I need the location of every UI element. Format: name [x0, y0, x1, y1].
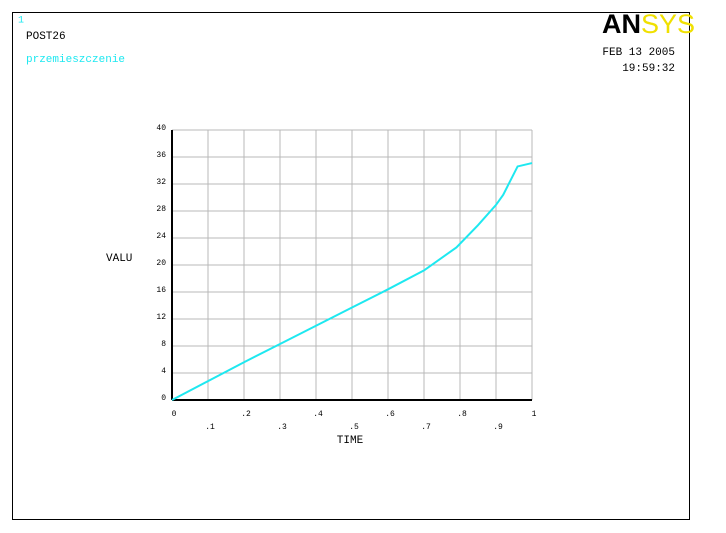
- x-tick-label: .7: [421, 423, 431, 432]
- x-tick-label: .2: [241, 410, 251, 419]
- x-tick-label: .5: [349, 423, 359, 432]
- y-tick-label: 32: [156, 178, 166, 187]
- y-tick-label: 20: [156, 259, 166, 268]
- x-tick-label: .9: [493, 423, 503, 432]
- x-axis-label: TIME: [337, 435, 364, 447]
- y-tick-label: 28: [156, 205, 166, 214]
- y-axis-label: VALU: [106, 253, 132, 265]
- x-tick-label: .3: [277, 423, 287, 432]
- data-line: [171, 162, 533, 401]
- x-tick-label: 0: [172, 410, 177, 419]
- time: 19:59:32: [622, 63, 675, 75]
- logo-left: AN: [602, 9, 641, 39]
- y-tick-label: 40: [156, 124, 166, 133]
- logo-right: SYS: [641, 9, 695, 39]
- y-tick-label: 36: [156, 151, 166, 160]
- y-tick-label: 16: [156, 286, 166, 295]
- x-tick-label: .4: [313, 410, 323, 419]
- y-tick-label: 12: [156, 313, 166, 322]
- chart-title: POST26: [26, 31, 66, 43]
- y-tick-label: 4: [161, 367, 166, 376]
- frame: [12, 12, 690, 520]
- y-tick-label: 8: [161, 340, 166, 349]
- x-tick-label: .6: [385, 410, 395, 419]
- date: FEB 13 2005: [602, 47, 675, 59]
- x-tick-label: 1: [532, 410, 537, 419]
- y-tick-label: 24: [156, 232, 166, 241]
- chart-subtitle: przemieszczenie: [26, 54, 125, 66]
- x-tick-label: .1: [205, 423, 215, 432]
- plot-number: 1: [18, 16, 24, 27]
- y-tick-label: 0: [161, 394, 166, 403]
- x-tick-label: .8: [457, 410, 467, 419]
